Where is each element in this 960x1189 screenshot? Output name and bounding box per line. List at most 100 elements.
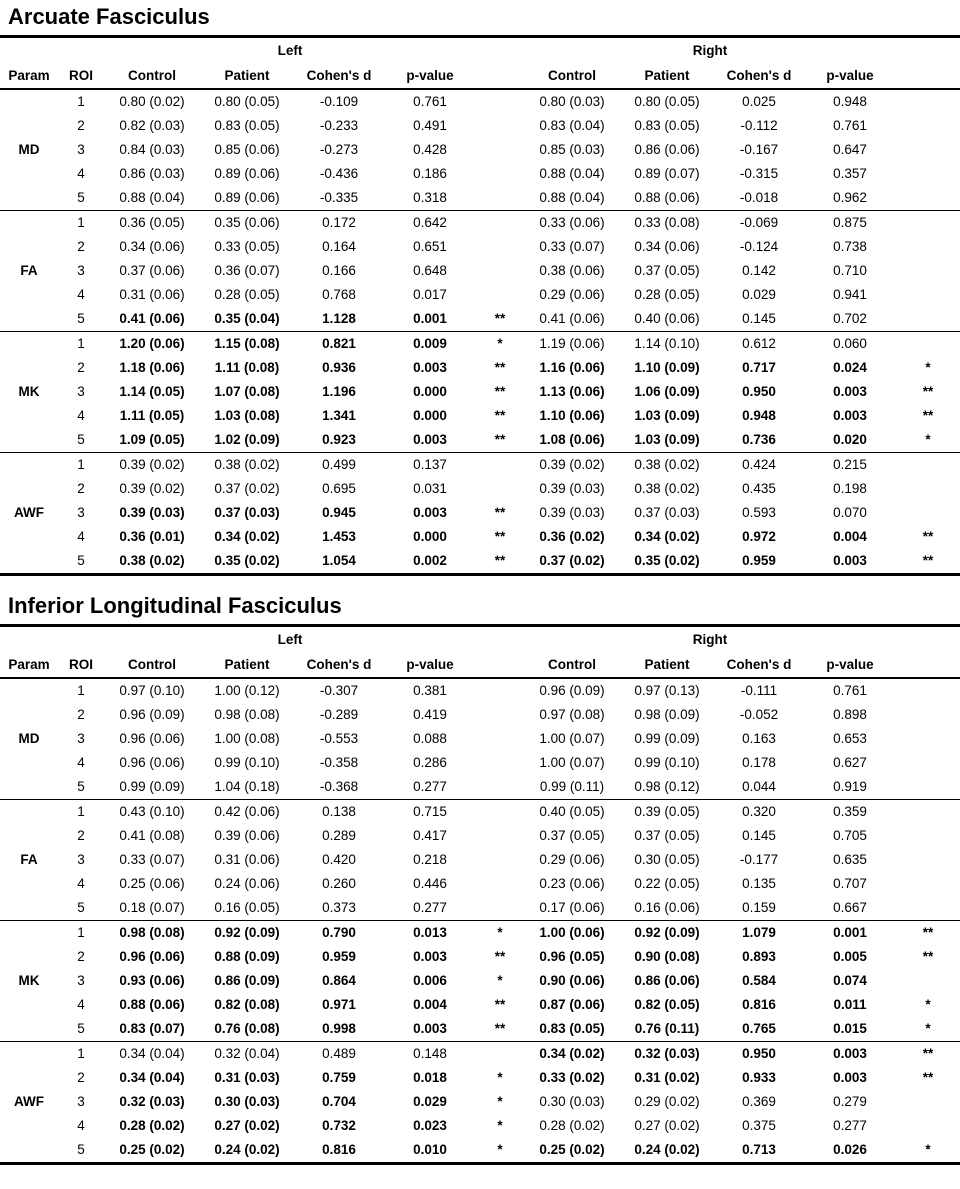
control-column-header: Control xyxy=(104,63,200,90)
left-significance-stars xyxy=(476,138,524,162)
left-patient-value: 0.35 (0.02) xyxy=(214,553,280,568)
param-label: MK xyxy=(0,331,58,453)
left-cohens-d-value: 0.936 xyxy=(322,360,356,375)
right-patient-value: 0.22 (0.05) xyxy=(634,876,700,891)
right-p-value-value: 0.647 xyxy=(833,142,867,157)
right-patient-value: 0.33 (0.08) xyxy=(620,210,714,235)
control-column-header: Control xyxy=(524,652,620,679)
right-cohens-d-value: 0.765 xyxy=(742,1021,776,1036)
right-significance-stars: * xyxy=(925,432,931,447)
left-cohens-d-value: -0.109 xyxy=(294,88,384,114)
right-control-value: 0.80 (0.03) xyxy=(524,88,620,114)
roi-column-header: ROI xyxy=(58,652,104,679)
left-significance-stars: ** xyxy=(494,997,506,1012)
left-control-value: 1.09 (0.05) xyxy=(119,432,185,447)
param-label: FA xyxy=(0,799,58,921)
table-row: 4 0.86 (0.03) 0.89 (0.06) -0.436 0.186 0.88 (… xyxy=(0,162,960,186)
left-cohens-d-value: 0.821 xyxy=(294,331,384,356)
right-patient-value: 0.38 (0.02) xyxy=(620,452,714,477)
right-p-value-value: 0.710 xyxy=(833,263,867,278)
left-patient-value: 0.42 (0.06) xyxy=(200,799,294,824)
left-cohens-d-value: 0.790 xyxy=(294,920,384,945)
table-row: 2 0.96 (0.09) 0.98 (0.08) -0.289 0.419 0.97 (… xyxy=(0,703,960,727)
table-row: 4 0.88 (0.06) 0.82 (0.08) 0.971 0.004 ** 0.87 … xyxy=(0,993,960,1017)
left-p-value-value: 0.286 xyxy=(413,755,447,770)
control-column-header: Control xyxy=(104,652,200,679)
left-cohens-d-value: 1.453 xyxy=(322,529,356,544)
control-column-header: Control xyxy=(524,63,620,90)
left-cohens-d-value: 0.172 xyxy=(294,210,384,235)
left-p-value-value: 0.651 xyxy=(413,239,447,254)
right-p-value-value: 0.359 xyxy=(804,799,896,824)
right-significance-stars xyxy=(896,848,960,872)
left-control-value: 0.39 (0.02) xyxy=(119,481,185,496)
left-p-value-value: 0.017 xyxy=(413,287,447,302)
left-patient-value: 1.07 (0.08) xyxy=(214,384,280,399)
roi-value: 1 xyxy=(58,920,104,945)
right-cohens-d-value: -0.315 xyxy=(739,166,779,181)
right-cohens-d-value: 0.612 xyxy=(714,331,804,356)
right-cohens-d-value: -0.111 xyxy=(714,677,804,703)
left-p-value-value: 0.003 xyxy=(413,949,447,964)
left-p-value-value: 0.004 xyxy=(413,997,447,1012)
right-p-value-value: 0.357 xyxy=(833,166,867,181)
right-p-value-value: 0.020 xyxy=(833,432,867,447)
left-control-value: 0.33 (0.07) xyxy=(119,852,185,867)
left-control-value: 1.11 (0.05) xyxy=(119,408,185,423)
right-patient-value: 0.97 (0.13) xyxy=(620,677,714,703)
right-significance-stars xyxy=(896,162,960,186)
right-cohens-d-value: 0.424 xyxy=(714,452,804,477)
left-control-value: 0.41 (0.08) xyxy=(119,828,185,843)
left-cohens-d-value: 0.923 xyxy=(322,432,356,447)
left-patient-value: 0.83 (0.05) xyxy=(214,118,280,133)
left-significance-stars xyxy=(476,283,524,307)
right-patient-value: 0.88 (0.06) xyxy=(634,190,700,205)
table-row: 5 0.99 (0.09) 1.04 (0.18) -0.368 0.277 0.99 (… xyxy=(0,775,960,800)
right-p-value-value: 0.198 xyxy=(833,481,867,496)
left-significance-stars: ** xyxy=(494,408,506,423)
left-cohens-d-value: -0.233 xyxy=(319,118,359,133)
left-cohens-d-value: 0.816 xyxy=(322,1142,356,1157)
table-row: 3 0.96 (0.06) 1.00 (0.08) -0.553 0.088 1.00 (… xyxy=(0,727,960,751)
table-row: MK 1 0.98 (0.08) 0.92 (0.09) 0.790 0.013 * 1.00… xyxy=(0,920,960,1042)
right-cohens-d-value: 0.135 xyxy=(742,876,776,891)
right-patient-value: 1.14 (0.10) xyxy=(620,331,714,356)
roi-value: 4 xyxy=(77,1118,85,1133)
right-p-value-value: 0.667 xyxy=(833,900,867,915)
right-control-value: 0.37 (0.05) xyxy=(539,828,605,843)
left-cohens-d-value: 1.054 xyxy=(322,553,356,568)
right-significance-stars xyxy=(896,138,960,162)
param-column-header: Param xyxy=(0,652,58,679)
right-hemisphere-header: Right xyxy=(692,42,728,58)
right-p-value-value: 0.705 xyxy=(833,828,867,843)
right-significance-stars: * xyxy=(925,997,931,1012)
roi-value: 1 xyxy=(58,88,104,114)
left-p-value-value: 0.000 xyxy=(413,529,447,544)
left-patient-value: 0.82 (0.08) xyxy=(214,997,280,1012)
left-cohens-d-value: -0.335 xyxy=(319,190,359,205)
right-control-value: 1.19 (0.06) xyxy=(524,331,620,356)
left-hemisphere-header: Left xyxy=(277,42,303,58)
spacer-cell xyxy=(0,37,58,64)
right-control-value: 0.40 (0.05) xyxy=(524,799,620,824)
left-cohens-d-value: -0.273 xyxy=(319,142,359,157)
left-control-value: 0.96 (0.06) xyxy=(119,755,185,770)
right-hemisphere-header: Right xyxy=(692,631,728,647)
right-p-value-value: 0.070 xyxy=(833,505,867,520)
right-patient-value: 0.90 (0.08) xyxy=(634,949,700,964)
left-significance-stars: * xyxy=(497,1070,503,1085)
right-patient-value: 0.89 (0.07) xyxy=(634,166,700,181)
page: Arcuate Fasciculus Left Right xyxy=(0,4,960,1165)
left-control-value: 0.84 (0.03) xyxy=(119,142,185,157)
left-p-value-value: 0.010 xyxy=(413,1142,447,1157)
right-p-value-value: 0.761 xyxy=(804,677,896,703)
right-cohens-d-value: 0.713 xyxy=(742,1142,776,1157)
right-significance-stars: * xyxy=(925,1021,931,1036)
right-cohens-d-value: 0.893 xyxy=(742,949,776,964)
right-control-value: 0.33 (0.06) xyxy=(524,210,620,235)
right-cohens-d-value: 0.972 xyxy=(742,529,776,544)
left-cohens-d-value: -0.368 xyxy=(319,779,359,794)
right-control-value: 1.10 (0.06) xyxy=(539,408,605,423)
left-cohens-d-value: -0.436 xyxy=(319,166,359,181)
param-column-header: Param xyxy=(0,63,58,90)
